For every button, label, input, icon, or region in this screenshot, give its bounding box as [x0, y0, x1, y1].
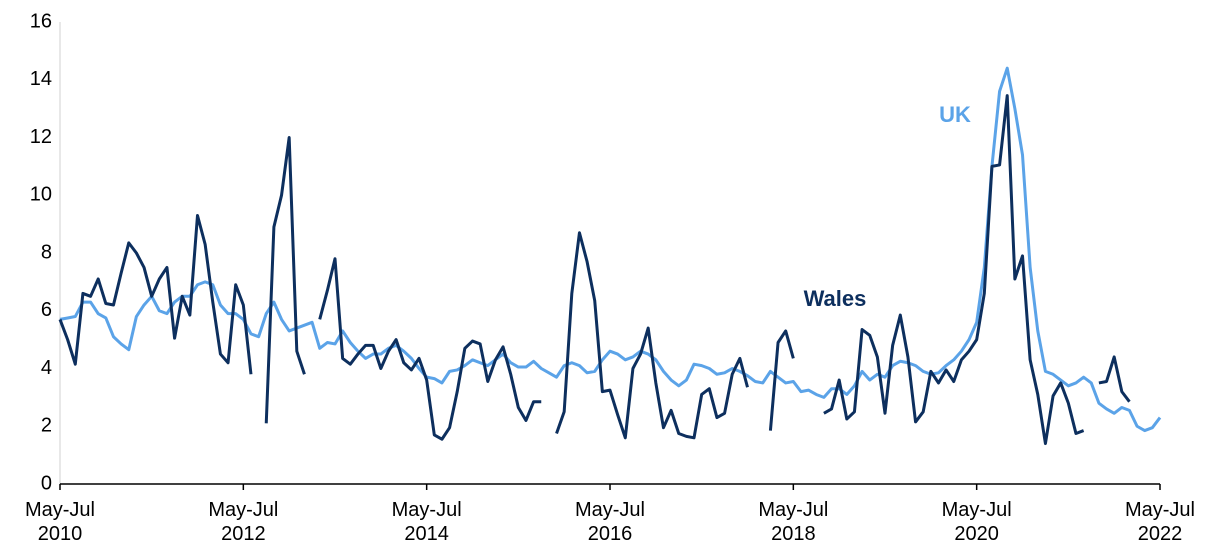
y-tick-label: 10	[30, 184, 52, 206]
x-tick-label: May-Jul 2010	[24, 499, 95, 545]
x-tick-label: May-Jul 2022	[1124, 499, 1195, 545]
y-tick-label: 8	[41, 241, 52, 263]
y-tick-label: 2	[41, 415, 52, 437]
x-tick-label: May-Jul 2012	[208, 499, 279, 545]
x-tick-label: May-Jul 2020	[941, 499, 1012, 545]
series-label: UK	[939, 102, 971, 127]
series-line	[58, 94, 1131, 446]
y-tick-label: 16	[30, 10, 52, 32]
y-tick-label: 0	[41, 472, 52, 494]
x-tick-label: May-Jul 2014	[391, 499, 462, 545]
series-line	[59, 66, 1162, 433]
y-tick-label: 6	[41, 299, 52, 321]
y-tick-label: 12	[30, 126, 52, 148]
y-tick-label: 4	[41, 357, 52, 379]
x-tick-label: May-Jul 2018	[758, 499, 829, 545]
x-tick-label: May-Jul 2016	[574, 499, 645, 545]
series-label: Wales	[804, 286, 867, 311]
y-tick-label: 14	[30, 68, 52, 90]
